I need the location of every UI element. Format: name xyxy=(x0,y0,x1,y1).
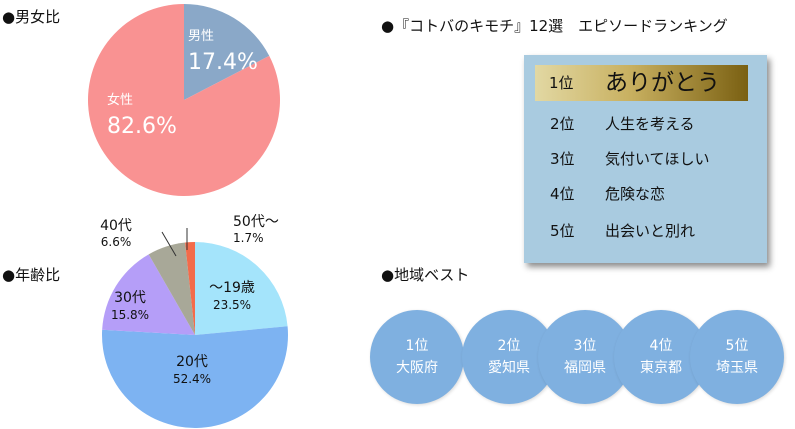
ranking-position: 2位 xyxy=(550,115,575,133)
ranking-heading: ●『コトバのキモチ』12選 エピソードランキング xyxy=(381,17,728,35)
region-heading: ●地域ベスト xyxy=(381,266,470,284)
pie-slice xyxy=(102,254,195,335)
slice-value-label: 82.6% xyxy=(107,114,177,139)
slice-category-label: 男性 xyxy=(188,29,214,44)
pie-slice xyxy=(87,4,280,196)
slice-value-label: 17.4% xyxy=(188,50,258,75)
region-name: 愛知県 xyxy=(488,360,530,376)
region-name: 埼玉県 xyxy=(716,360,758,376)
region-position: 3位 xyxy=(573,338,597,354)
pie-slice xyxy=(102,326,289,428)
slice-value-label: 1.7% xyxy=(233,231,264,245)
gender-heading: ●男女比 xyxy=(2,8,61,26)
region-position: 2位 xyxy=(497,338,521,354)
ranking-title: 人生を考える xyxy=(605,115,695,133)
slice-value-label: 15.8% xyxy=(111,308,149,322)
slice-value-label: 23.5% xyxy=(213,298,251,312)
ranking-position: 5位 xyxy=(550,222,575,240)
slice-category-label: 40代 xyxy=(100,218,132,234)
ranking-item-5: 5位 出会いと別れ xyxy=(524,213,767,249)
ranking-item-2: 2位 人生を考える xyxy=(524,106,767,142)
ranking-item-1: 1位 ありがとう xyxy=(535,65,748,101)
pie-slice xyxy=(184,4,270,100)
region-name: 大阪府 xyxy=(396,360,438,376)
episode-ranking-box: 1位 ありがとう 2位 人生を考える 3位 気付いてほしい 4位 危険な恋 5位… xyxy=(524,55,767,263)
region-name: 東京都 xyxy=(640,360,682,376)
slice-value-label: 52.4% xyxy=(173,372,211,386)
region-name: 福岡県 xyxy=(564,360,606,376)
ranking-title: 気付いてほしい xyxy=(605,150,710,168)
pie-slice xyxy=(185,242,195,335)
leader-line xyxy=(161,231,177,257)
slice-category-label: 50代～ xyxy=(233,214,279,230)
ranking-title: 出会いと別れ xyxy=(605,222,696,240)
slice-category-label: ～19歳 xyxy=(209,280,255,296)
ranking-item-4: 4位 危険な恋 xyxy=(524,176,767,212)
region-position: 5位 xyxy=(725,338,749,354)
region-position: 4位 xyxy=(649,338,673,354)
ranking-position: 1位 xyxy=(549,74,574,92)
pie-slice xyxy=(148,242,195,335)
slice-category-label: 女性 xyxy=(107,92,133,108)
ranking-title: 危険な恋 xyxy=(605,185,666,203)
region-position: 1位 xyxy=(405,338,429,354)
slice-category-label: 20代 xyxy=(176,354,208,370)
slice-category-label: 30代 xyxy=(114,290,146,306)
region-badge-5: 5位 埼玉県 xyxy=(690,310,784,404)
ranking-item-3: 3位 気付いてほしい xyxy=(524,141,767,177)
age-heading: ●年齢比 xyxy=(2,266,61,284)
region-badge-1: 1位 大阪府 xyxy=(370,310,464,404)
slice-value-label: 6.6% xyxy=(101,235,132,249)
ranking-position: 3位 xyxy=(550,150,575,168)
ranking-position: 4位 xyxy=(550,185,575,203)
ranking-title: ありがとう xyxy=(605,70,720,96)
pie-slice xyxy=(195,242,288,335)
